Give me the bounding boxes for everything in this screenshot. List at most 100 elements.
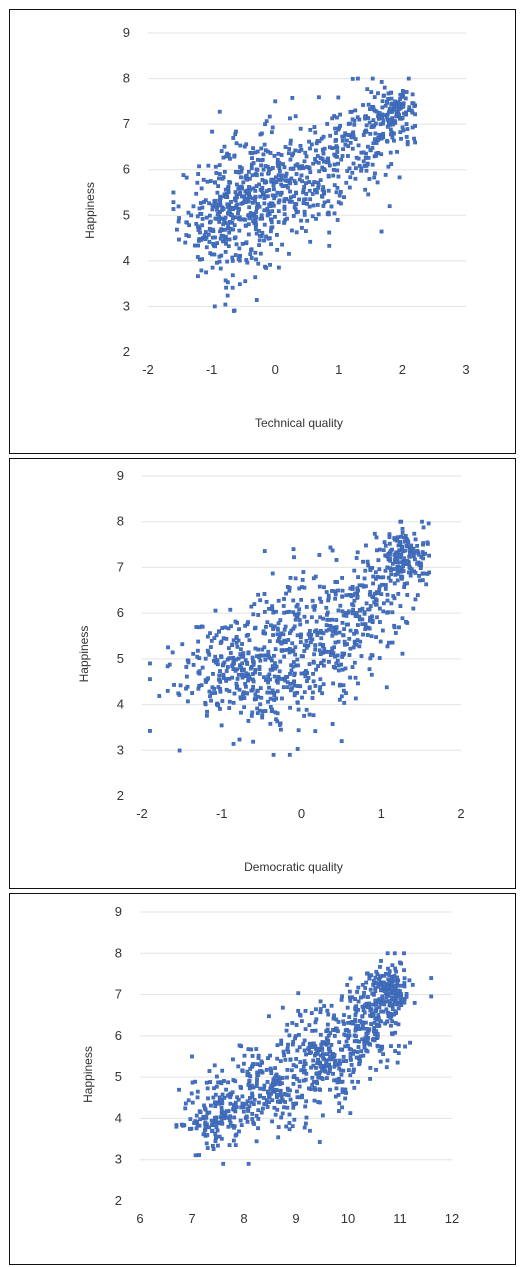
data-point bbox=[315, 154, 320, 158]
y-tick-label: 6 bbox=[115, 1028, 122, 1043]
data-point bbox=[275, 1056, 280, 1061]
data-point bbox=[384, 971, 388, 976]
data-point bbox=[213, 164, 218, 169]
data-point bbox=[307, 188, 312, 193]
data-point bbox=[341, 147, 345, 152]
data-point bbox=[313, 629, 317, 634]
data-point bbox=[316, 1058, 320, 1063]
data-point bbox=[232, 223, 237, 228]
data-point bbox=[270, 664, 275, 669]
data-point bbox=[262, 610, 267, 614]
data-point bbox=[380, 1045, 385, 1050]
data-point bbox=[224, 687, 229, 692]
data-point bbox=[358, 608, 363, 613]
data-point bbox=[312, 1098, 317, 1103]
data-point bbox=[398, 604, 403, 608]
data-point bbox=[219, 1105, 224, 1110]
data-point bbox=[297, 1079, 302, 1084]
data-point bbox=[241, 1109, 246, 1114]
data-point bbox=[402, 984, 407, 989]
data-point bbox=[317, 1140, 322, 1144]
data-point bbox=[346, 1020, 350, 1025]
data-point bbox=[279, 1115, 284, 1120]
data-point bbox=[413, 112, 418, 117]
data-point bbox=[345, 983, 350, 987]
data-point bbox=[352, 122, 357, 127]
data-point bbox=[254, 215, 258, 219]
data-point bbox=[285, 1022, 290, 1027]
data-point bbox=[230, 675, 235, 680]
data-point bbox=[242, 705, 247, 710]
data-point bbox=[365, 559, 370, 564]
data-point bbox=[339, 1080, 343, 1084]
data-point bbox=[296, 707, 301, 712]
data-point bbox=[239, 184, 244, 189]
data-point bbox=[294, 1057, 299, 1061]
data-point bbox=[280, 1111, 285, 1116]
data-point bbox=[280, 173, 284, 178]
data-point bbox=[283, 678, 287, 683]
data-point bbox=[336, 588, 341, 593]
data-point bbox=[421, 541, 426, 545]
data-point bbox=[302, 1070, 306, 1075]
data-point bbox=[214, 1084, 219, 1089]
data-point bbox=[415, 593, 420, 597]
data-point bbox=[220, 626, 225, 630]
data-point bbox=[280, 696, 284, 701]
y-tick-label: 3 bbox=[115, 1152, 122, 1167]
x-tick-label: -2 bbox=[142, 362, 154, 377]
data-point bbox=[270, 1098, 275, 1103]
data-point bbox=[290, 199, 294, 204]
data-point bbox=[236, 211, 240, 216]
data-point bbox=[326, 1071, 331, 1076]
data-point bbox=[278, 192, 283, 197]
data-point bbox=[398, 983, 403, 988]
x-tick-label: 11 bbox=[393, 1211, 407, 1226]
data-point bbox=[352, 1049, 356, 1054]
data-point bbox=[177, 748, 182, 753]
data-point bbox=[209, 691, 214, 696]
data-point bbox=[196, 686, 201, 691]
data-point bbox=[239, 710, 243, 715]
data-point bbox=[333, 1094, 338, 1099]
data-point bbox=[200, 624, 205, 629]
data-point bbox=[301, 1064, 306, 1069]
data-point bbox=[209, 1103, 213, 1108]
data-point bbox=[262, 1087, 266, 1092]
data-point bbox=[275, 1099, 280, 1104]
data-point bbox=[180, 642, 185, 647]
data-point bbox=[370, 618, 375, 623]
data-point bbox=[355, 990, 359, 994]
data-point bbox=[205, 677, 210, 682]
data-point bbox=[363, 568, 368, 573]
data-point bbox=[223, 278, 228, 283]
data-point bbox=[341, 633, 346, 638]
data-point bbox=[353, 1028, 358, 1033]
data-point bbox=[264, 678, 268, 683]
data-point bbox=[249, 256, 254, 260]
data-point bbox=[308, 128, 313, 132]
data-point bbox=[202, 1128, 207, 1133]
data-point bbox=[251, 161, 256, 165]
data-point bbox=[328, 545, 333, 550]
point-series bbox=[148, 519, 432, 757]
data-point bbox=[336, 127, 341, 132]
data-point bbox=[255, 1077, 259, 1082]
data-point bbox=[299, 1019, 304, 1024]
data-point bbox=[285, 1046, 290, 1051]
data-point bbox=[298, 143, 303, 148]
data-point bbox=[356, 985, 361, 990]
data-point bbox=[336, 663, 341, 668]
data-point bbox=[218, 196, 223, 200]
data-point bbox=[248, 195, 252, 199]
data-point bbox=[379, 80, 384, 84]
data-point bbox=[336, 174, 341, 179]
data-point bbox=[320, 1068, 325, 1073]
data-point bbox=[395, 105, 399, 110]
data-point bbox=[294, 191, 298, 196]
data-point bbox=[240, 241, 245, 246]
data-point bbox=[383, 172, 388, 177]
data-point bbox=[356, 156, 361, 161]
data-point bbox=[294, 172, 299, 176]
data-point bbox=[265, 213, 270, 218]
